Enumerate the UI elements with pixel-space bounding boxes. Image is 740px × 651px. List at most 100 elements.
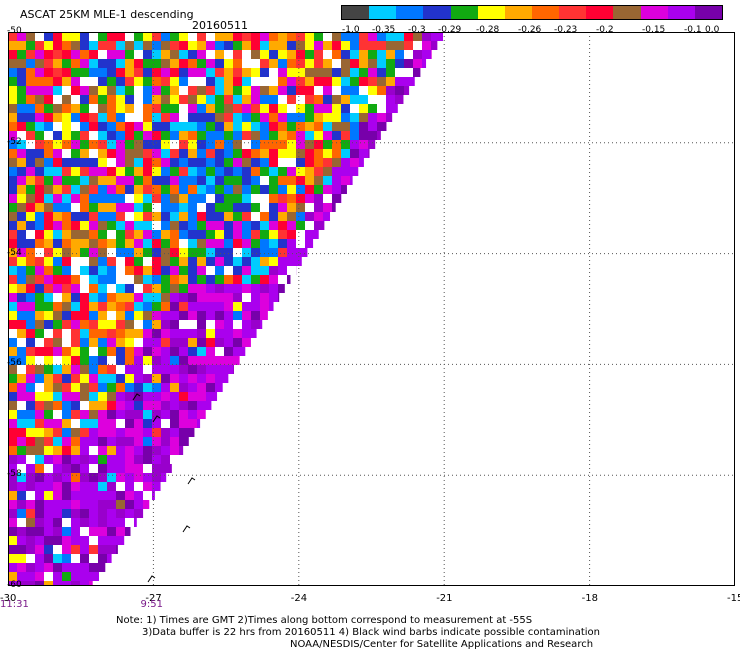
- swath-pixel: [161, 401, 170, 410]
- swath-pixel: [296, 248, 305, 257]
- swath-pixel: [98, 257, 107, 266]
- swath-pixel: [107, 293, 116, 302]
- swath-pixel: [188, 329, 197, 338]
- swath-pixel: [71, 293, 80, 302]
- colorbar-swatch: [559, 6, 586, 19]
- swath-pixel: [323, 86, 332, 95]
- swath-pixel: [197, 347, 206, 356]
- swath-pixel: [62, 464, 71, 473]
- swath-pixel: [8, 212, 17, 221]
- swath-pixel: [17, 338, 26, 347]
- swath-pixel: [179, 302, 188, 311]
- swath-pixel: [296, 194, 305, 203]
- swath-pixel: [269, 113, 278, 122]
- swath-pixel: [170, 347, 179, 356]
- swath-pixel: [62, 194, 71, 203]
- swath-pixel: [107, 95, 116, 104]
- swath-pixel: [170, 419, 179, 428]
- swath-pixel: [206, 248, 215, 257]
- swath-pixel: [125, 122, 134, 131]
- swath-pixel: [98, 293, 107, 302]
- swath-pixel: [269, 122, 278, 131]
- swath-pixel: [287, 203, 296, 212]
- swath-pixel: [89, 176, 98, 185]
- swath-pixel: [188, 95, 197, 104]
- swath-pixel: [44, 194, 53, 203]
- swath-pixel: [224, 284, 233, 293]
- swath-pixel: [143, 275, 152, 284]
- swath-pixel: [233, 365, 234, 374]
- swath-pixel: [224, 347, 233, 356]
- swath-pixel: [170, 338, 179, 347]
- swath-pixel: [305, 32, 314, 41]
- swath-pixel: [278, 230, 287, 239]
- swath-pixel: [188, 212, 197, 221]
- swath-pixel: [179, 437, 188, 446]
- swath-pixel: [206, 257, 215, 266]
- swath-pixel: [26, 392, 35, 401]
- swath-pixel: [278, 158, 287, 167]
- swath-pixel: [98, 374, 107, 383]
- swath-pixel: [233, 311, 242, 320]
- swath-pixel: [17, 41, 26, 50]
- swath-pixel: [26, 212, 35, 221]
- swath-pixel: [71, 275, 80, 284]
- swath-pixel: [359, 41, 368, 50]
- swath-pixel: [26, 500, 35, 509]
- swath-pixel: [26, 482, 35, 491]
- swath-pixel: [62, 41, 71, 50]
- swath-pixel: [278, 266, 287, 275]
- swath-pixel: [170, 212, 179, 221]
- swath-pixel: [206, 167, 215, 176]
- swath-pixel: [107, 230, 116, 239]
- swath-pixel: [17, 149, 26, 158]
- swath-pixel: [296, 203, 305, 212]
- swath-pixel: [215, 302, 224, 311]
- swath-pixel: [260, 212, 269, 221]
- swath-pixel: [8, 95, 17, 104]
- swath-pixel: [305, 86, 314, 95]
- swath-pixel: [233, 329, 242, 338]
- swath-pixel: [350, 104, 359, 113]
- swath-pixel: [278, 275, 287, 284]
- swath-pixel: [35, 302, 44, 311]
- swath-pixel: [377, 41, 386, 50]
- swath-pixel: [170, 221, 179, 230]
- swath-pixel: [107, 257, 116, 266]
- swath-pixel: [368, 104, 377, 113]
- swath-pixel: [53, 230, 62, 239]
- swath-pixel: [116, 149, 125, 158]
- swath-pixel: [62, 185, 71, 194]
- swath-pixel: [98, 446, 107, 455]
- swath-pixel: [116, 194, 125, 203]
- x-tick-label: -21: [436, 593, 452, 604]
- swath-pixel: [17, 500, 26, 509]
- swath-pixel: [116, 122, 125, 131]
- swath-pixel: [134, 284, 143, 293]
- swath-pixel: [80, 77, 89, 86]
- swath-pixel: [134, 149, 143, 158]
- swath-pixel: [188, 347, 197, 356]
- swath-pixel: [17, 293, 26, 302]
- swath-pixel: [269, 131, 278, 140]
- swath-pixel: [143, 185, 152, 194]
- swath-pixel: [35, 32, 44, 41]
- swath-pixel: [359, 86, 368, 95]
- swath-pixel: [98, 50, 107, 59]
- swath-pixel: [233, 275, 242, 284]
- swath-pixel: [269, 185, 278, 194]
- swath-pixel: [98, 527, 107, 536]
- swath-pixel: [80, 455, 89, 464]
- swath-pixel: [62, 131, 71, 140]
- swath-pixel: [98, 419, 107, 428]
- swath-pixel: [404, 59, 413, 68]
- swath-pixel: [107, 446, 116, 455]
- swath-pixel: [152, 230, 161, 239]
- swath-pixel: [71, 32, 80, 41]
- swath-pixel: [179, 212, 188, 221]
- swath-pixel: [206, 32, 215, 41]
- swath-pixel: [35, 257, 44, 266]
- swath-pixel: [71, 374, 80, 383]
- swath-pixel: [98, 248, 107, 257]
- swath-pixel: [116, 158, 125, 167]
